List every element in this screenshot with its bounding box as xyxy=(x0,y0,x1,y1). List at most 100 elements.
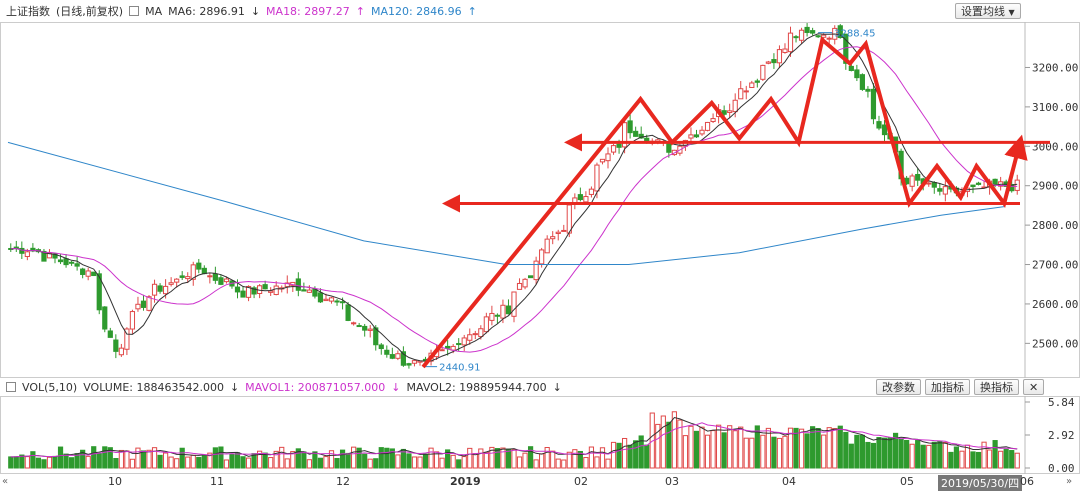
candle-body xyxy=(411,360,418,364)
candle-body xyxy=(533,260,539,281)
candle-body xyxy=(201,267,207,275)
volume-bar xyxy=(389,448,395,469)
candle-body xyxy=(627,120,633,134)
ma-toggle-checkbox[interactable] xyxy=(129,6,140,16)
volume-bar xyxy=(113,457,119,469)
volume-bar xyxy=(312,451,318,469)
volume-bar xyxy=(107,447,113,469)
volume-bar xyxy=(732,430,738,469)
volume-bar xyxy=(876,437,882,469)
candle-body xyxy=(96,273,102,311)
ma-settings-button[interactable]: 设置均线 ▼ xyxy=(955,3,1021,19)
candle-body xyxy=(644,137,650,142)
candle-body xyxy=(395,353,401,359)
volume-bar xyxy=(13,456,19,469)
candle-body xyxy=(699,129,705,135)
ma6-value: MA6: 2896.91 xyxy=(168,4,245,18)
change-params-button[interactable]: 改参数 xyxy=(876,379,921,395)
volume-bar xyxy=(351,446,357,469)
chart-header: 上证指数 (日线,前复权) MA MA6: 2896.91 ↓ MA18: 28… xyxy=(0,0,1080,22)
volume-bar xyxy=(865,441,871,469)
volume-bar xyxy=(738,426,744,469)
candle-body xyxy=(190,264,196,280)
candle-body xyxy=(301,289,307,292)
candle-body xyxy=(378,344,384,350)
volume-bar xyxy=(555,458,561,469)
price-tick-label: 2900.00 xyxy=(1032,180,1078,193)
trend-zigzag-arrow xyxy=(421,36,1028,369)
candle-body xyxy=(500,304,506,319)
candle-body xyxy=(621,122,628,148)
volume-bar xyxy=(870,442,877,469)
mavol2-line xyxy=(10,422,1018,458)
candle-body xyxy=(400,351,407,366)
scroll-left-button[interactable]: « xyxy=(2,476,9,487)
candle-body xyxy=(389,354,395,359)
volume-bar xyxy=(417,456,423,469)
candle-body xyxy=(704,121,711,131)
volume-bar xyxy=(516,456,523,469)
candle-body xyxy=(494,314,501,317)
volume-bar xyxy=(57,446,64,469)
price-tick-label: 3100.00 xyxy=(1032,101,1078,114)
volume-bar xyxy=(527,446,534,469)
price-tick-label: 2500.00 xyxy=(1032,337,1078,350)
volume-bar xyxy=(323,456,329,469)
price-tick-label: 3200.00 xyxy=(1032,61,1078,74)
volume-bar xyxy=(716,424,722,469)
volume-bar xyxy=(522,452,528,469)
volume-bar xyxy=(328,450,335,469)
x-tick-label: 06 xyxy=(1020,475,1034,488)
volume-bar xyxy=(24,456,30,469)
candle-body xyxy=(63,258,69,266)
price-chart[interactable]: 3200.003100.003000.002900.002800.002700.… xyxy=(0,22,1080,378)
candle-body xyxy=(196,262,202,270)
volume-bar xyxy=(279,446,285,469)
candle-body xyxy=(113,339,119,352)
volume-bar xyxy=(163,452,169,469)
volume-bar xyxy=(461,456,467,469)
volume-bar xyxy=(500,447,506,469)
x-tick-label: 12 xyxy=(336,475,350,488)
candle-body xyxy=(837,25,843,39)
candle-body xyxy=(599,158,606,163)
close-icon[interactable]: ✕ xyxy=(1023,379,1045,395)
volume-bar xyxy=(572,449,578,469)
ma-label: MA xyxy=(145,4,163,18)
volume-tick-label: 5.84 xyxy=(1048,396,1075,409)
x-tick-label: 05 xyxy=(900,475,914,488)
volume-bar xyxy=(8,456,14,469)
candle-body xyxy=(610,145,617,153)
candle-body xyxy=(218,277,224,285)
candle-body xyxy=(804,26,810,33)
candle-body xyxy=(688,134,694,139)
volume-bar xyxy=(85,455,91,469)
volume-bar xyxy=(765,427,771,469)
candle-body xyxy=(268,290,274,293)
volume-bar xyxy=(378,447,384,469)
candle-body xyxy=(151,283,158,296)
volume-chart[interactable]: 5.84 2.92 0.00 xyxy=(0,396,1080,474)
down-arrow-icon: ↓ xyxy=(552,380,562,394)
candle-body xyxy=(456,343,462,346)
volume-bar xyxy=(743,437,749,469)
add-indicator-button[interactable]: 加指标 xyxy=(925,379,970,395)
volume-bar xyxy=(102,446,108,469)
volume-bar xyxy=(96,453,102,469)
dropdown-icon: ▼ xyxy=(1008,8,1015,17)
candle-body xyxy=(118,347,124,356)
candle-body xyxy=(328,297,335,302)
candle-body xyxy=(516,282,523,290)
switch-indicator-button[interactable]: 换指标 xyxy=(974,379,1019,395)
candle-body xyxy=(881,124,888,136)
volume-bar xyxy=(472,453,478,469)
volume-bar xyxy=(898,438,904,469)
candle-body xyxy=(566,204,572,234)
volume-bar xyxy=(74,453,80,469)
volume-bar xyxy=(168,456,174,469)
volume-bar xyxy=(174,458,180,469)
candle-body xyxy=(915,173,921,181)
scroll-right-button[interactable]: » xyxy=(1066,476,1073,487)
x-tick-label: 04 xyxy=(782,475,796,488)
vol-toggle-checkbox[interactable] xyxy=(6,382,16,392)
